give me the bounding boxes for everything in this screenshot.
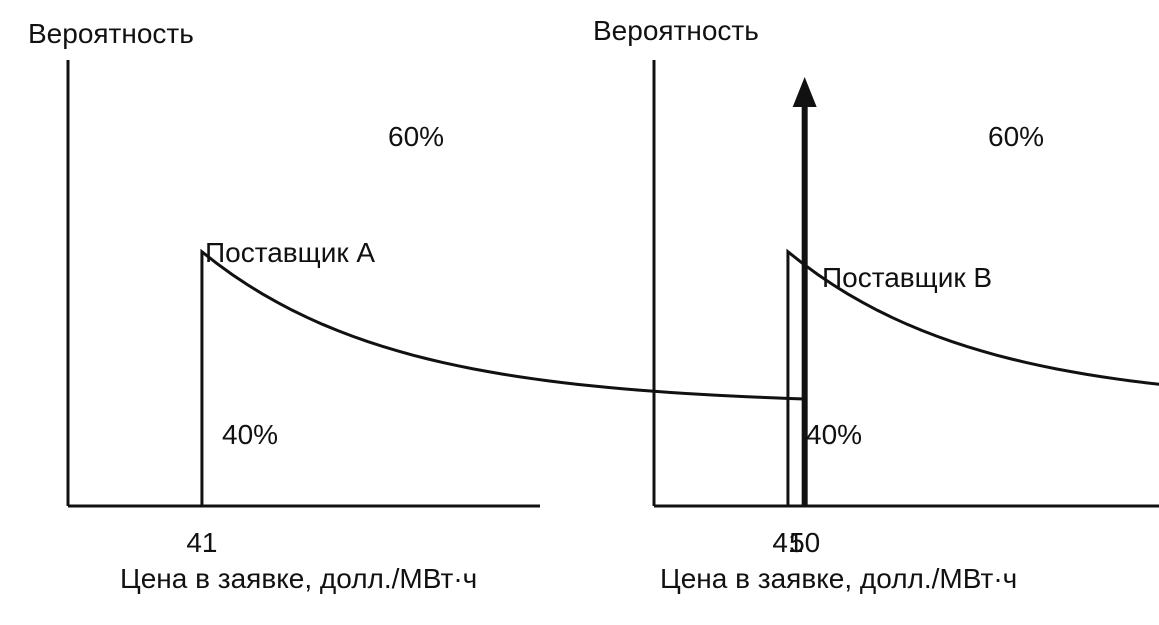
point-mass-probability-label: 60% — [388, 121, 444, 152]
point-mass-probability-label: 60% — [988, 121, 1044, 152]
y-axis-title: Вероятность — [593, 15, 759, 46]
x-tick-label: 41 — [772, 527, 803, 558]
x-axis-title: Цена в заявке, долл./МВт·ч — [660, 563, 1017, 594]
chart-panel-supplier-b: Вероятность Цена в заявке, долл./МВт·ч 415… — [593, 15, 1159, 594]
arrow-head-icon — [792, 77, 817, 107]
continuous-density-curve — [200, 248, 807, 506]
continuous-probability-label: 40% — [806, 419, 862, 450]
continuous-density-curve — [786, 248, 1159, 506]
series-label: Поставщик А — [205, 237, 375, 268]
y-axis-title: Вероятность — [28, 18, 194, 49]
series-label: Поставщик В — [822, 262, 992, 293]
x-tick-label: 50 — [789, 527, 820, 558]
continuous-probability-label: 40% — [222, 419, 278, 450]
x-axis-title: Цена в заявке, долл./МВт·ч — [120, 563, 477, 594]
x-tick-label: 41 — [186, 527, 217, 558]
